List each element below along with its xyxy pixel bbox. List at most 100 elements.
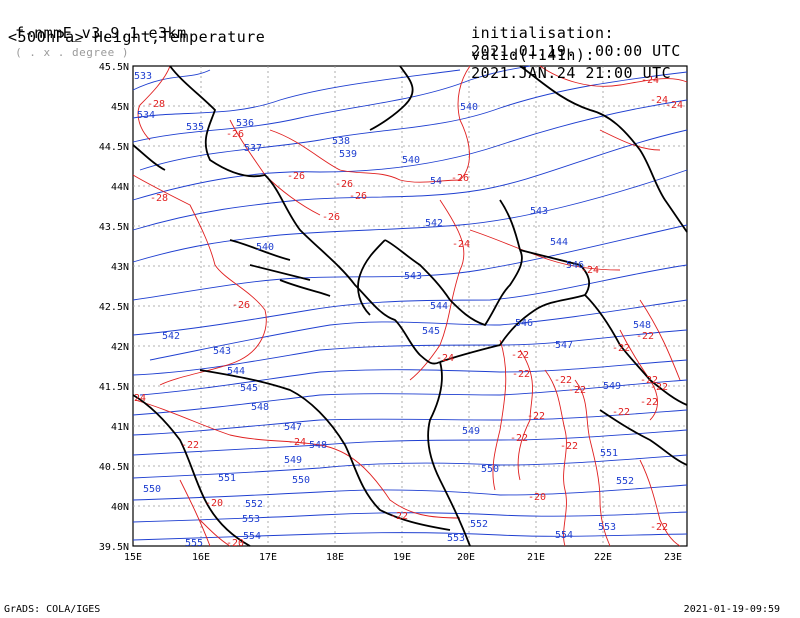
height-label: 548: [309, 440, 327, 451]
height-label: 544: [227, 366, 245, 377]
lon-label: 18E: [326, 552, 344, 563]
height-label: 551: [600, 448, 618, 459]
coastlines-borders: [132, 65, 688, 547]
height-label: 542: [162, 331, 180, 342]
height-label: 54: [430, 176, 442, 187]
lon-label: 23E: [664, 552, 682, 563]
temp-label: -24: [436, 353, 454, 364]
height-label: 549: [462, 426, 480, 437]
lon-label: 15E: [124, 552, 142, 563]
height-contours: [132, 65, 688, 541]
temp-label: -26: [226, 129, 244, 140]
render-timestamp: 2021-01-19-09:59: [683, 604, 780, 615]
lat-label: 44.5N: [99, 142, 129, 153]
height-label: 554: [555, 530, 573, 541]
height-label: 534: [137, 110, 155, 121]
height-label: 550: [292, 475, 310, 486]
height-label: 540: [460, 102, 478, 113]
lat-label: 39.5N: [99, 542, 129, 553]
temp-label: -26: [322, 212, 340, 223]
height-label: 537: [244, 143, 262, 154]
init-value: 2021.01.19. 00:00 UTC: [471, 42, 681, 60]
height-label: 553: [242, 514, 260, 525]
temp-label: -22: [568, 385, 586, 396]
lat-label: 45N: [111, 102, 129, 113]
lat-label: 40.5N: [99, 462, 129, 473]
temp-label: -24: [641, 75, 659, 86]
lat-label: 42.5N: [99, 302, 129, 313]
init-label: initialisation:: [471, 24, 615, 42]
temp-label: -22: [554, 375, 572, 386]
lat-label: 40N: [111, 502, 129, 513]
temp-label: -22: [612, 407, 630, 418]
height-label: 547: [284, 422, 302, 433]
height-contour-labels: 533 534 535 536 537 538 539 540 540 540 …: [134, 71, 651, 549]
lon-label: 22E: [594, 552, 612, 563]
height-label: 539: [339, 149, 357, 160]
lon-label: 17E: [259, 552, 277, 563]
height-label: 553: [447, 533, 465, 544]
lat-label: 42N: [111, 342, 129, 353]
lon-axis-labels: 15E 16E 17E 18E 19E 20E 21E 22E 23E: [124, 552, 682, 563]
height-label: 540: [402, 155, 420, 166]
lon-label: 19E: [393, 552, 411, 563]
temp-label: -24: [581, 265, 599, 276]
temp-label: -24: [665, 100, 683, 111]
height-label: 544: [550, 237, 568, 248]
height-label: 547: [555, 340, 573, 351]
temp-label: -20: [205, 498, 223, 509]
height-label: 548: [251, 402, 269, 413]
lat-label: 45.5N: [99, 62, 129, 73]
temp-label: -24: [288, 437, 306, 448]
height-label: 552: [245, 499, 263, 510]
temp-label: -20: [528, 492, 546, 503]
model-name: f-nmmE_v3.9.1-e3km: [15, 24, 187, 42]
height-label: 552: [470, 519, 488, 530]
height-label: 555: [185, 538, 203, 549]
valid-time-line: valid(+141h): 2021.JAN.24 21:00 UTC: [452, 28, 671, 82]
temp-label: 24: [134, 393, 146, 404]
temp-label: -22: [527, 411, 545, 422]
height-label: 550: [143, 484, 161, 495]
height-label: 546: [515, 318, 533, 329]
temp-label: -22: [650, 382, 668, 393]
height-label: 545: [240, 383, 258, 394]
height-label: 536: [236, 118, 254, 129]
height-label: 550: [481, 464, 499, 475]
temp-label: -22: [390, 511, 408, 522]
lat-label: 41N: [111, 422, 129, 433]
initialisation-line: initialisation: 2021.01.19. 00:00 UTC: [452, 6, 681, 60]
temp-label: -22: [511, 350, 529, 361]
temp-label: -20: [226, 538, 244, 549]
height-label: 543: [530, 206, 548, 217]
temp-label: -24: [650, 95, 668, 106]
height-label: 549: [603, 381, 621, 392]
height-label: 540: [256, 242, 274, 253]
lat-axis-labels: 45.5N 45N 44.5N 44N 43.5N 43N 42.5N 42N …: [99, 62, 129, 553]
temp-label: -26: [451, 173, 469, 184]
height-label: 533: [134, 71, 152, 82]
height-label: 543: [404, 271, 422, 282]
valid-label: valid(+141h):: [471, 46, 595, 64]
temp-label: -22: [510, 433, 528, 444]
height-label: 552: [616, 476, 634, 487]
temp-label: -22: [640, 375, 658, 386]
temp-label: -26: [349, 191, 367, 202]
height-label: 544: [430, 301, 448, 312]
grads-credit: GrADS: COLA/IGES: [4, 604, 101, 615]
height-label: 543: [213, 346, 231, 357]
lat-label: 43N: [111, 262, 129, 273]
lat-label: 43.5N: [99, 222, 129, 233]
lat-label: 44N: [111, 182, 129, 193]
temp-label: -22: [640, 397, 658, 408]
height-label: 548: [633, 320, 651, 331]
grid-resolution-note: ( . x . degree ): [15, 46, 130, 59]
temp-label: -28: [147, 99, 165, 110]
field-description: <500hPa> Height,Temperature: [8, 28, 266, 46]
height-label: 554: [243, 531, 261, 542]
temp-label: -22: [181, 440, 199, 451]
height-label: 542: [425, 218, 443, 229]
height-label: 546: [566, 260, 584, 271]
valid-value: 2021.JAN.24 21:00 UTC: [471, 64, 672, 82]
